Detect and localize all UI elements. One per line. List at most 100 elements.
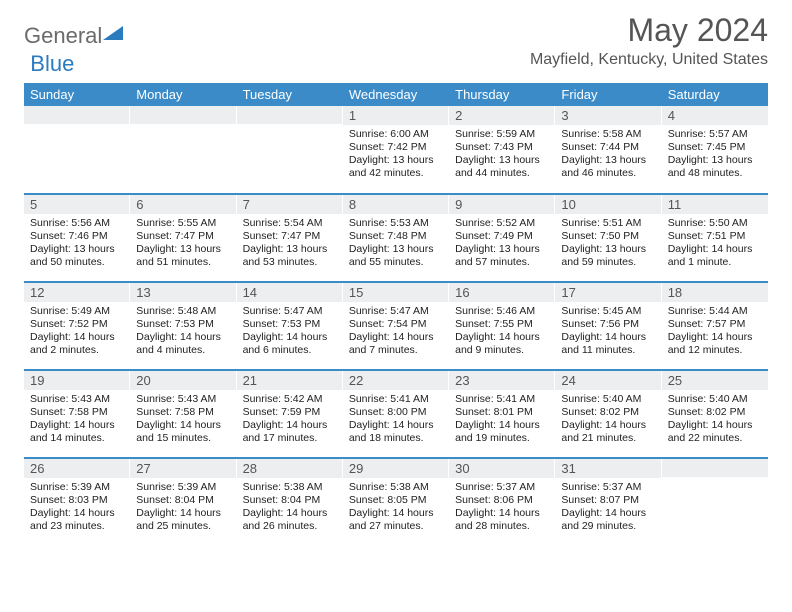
day-details: Sunrise: 5:50 AMSunset: 7:51 PMDaylight:… [662,214,768,274]
calendar-cell: 31Sunrise: 5:37 AMSunset: 8:07 PMDayligh… [555,458,661,546]
day-number [237,106,343,124]
daylight-text: Daylight: 14 hours and 26 minutes. [243,507,337,533]
sunrise-text: Sunrise: 5:47 AM [349,305,443,318]
calendar-cell: 19Sunrise: 5:43 AMSunset: 7:58 PMDayligh… [24,370,130,458]
sunset-text: Sunset: 7:45 PM [668,141,762,154]
daylight-text: Daylight: 14 hours and 4 minutes. [136,331,230,357]
weekday-header: Monday [130,83,236,106]
title-block: May 2024 Mayfield, Kentucky, United Stat… [530,12,768,69]
calendar-cell: 2Sunrise: 5:59 AMSunset: 7:43 PMDaylight… [449,106,555,194]
day-details: Sunrise: 5:41 AMSunset: 8:00 PMDaylight:… [343,390,449,450]
calendar-cell: 26Sunrise: 5:39 AMSunset: 8:03 PMDayligh… [24,458,130,546]
day-details: Sunrise: 5:57 AMSunset: 7:45 PMDaylight:… [662,125,768,185]
day-number: 4 [662,106,768,125]
title-location: Mayfield, Kentucky, United States [530,51,768,69]
day-number: 11 [662,195,768,214]
daylight-text: Daylight: 14 hours and 17 minutes. [243,419,337,445]
sunset-text: Sunset: 7:56 PM [561,318,655,331]
calendar-cell: 17Sunrise: 5:45 AMSunset: 7:56 PMDayligh… [555,282,661,370]
sunrise-text: Sunrise: 5:48 AM [136,305,230,318]
sunrise-text: Sunrise: 5:49 AM [30,305,124,318]
calendar-cell: 11Sunrise: 5:50 AMSunset: 7:51 PMDayligh… [662,194,768,282]
day-number: 20 [130,371,236,390]
daylight-text: Daylight: 13 hours and 59 minutes. [561,243,655,269]
day-number: 31 [555,459,661,478]
sunset-text: Sunset: 8:01 PM [455,406,549,419]
sunrise-text: Sunrise: 5:50 AM [668,217,762,230]
calendar-cell: 24Sunrise: 5:40 AMSunset: 8:02 PMDayligh… [555,370,661,458]
calendar-cell: 30Sunrise: 5:37 AMSunset: 8:06 PMDayligh… [449,458,555,546]
daylight-text: Daylight: 14 hours and 21 minutes. [561,419,655,445]
sunset-text: Sunset: 7:46 PM [30,230,124,243]
day-number: 25 [662,371,768,390]
calendar-cell: 8Sunrise: 5:53 AMSunset: 7:48 PMDaylight… [343,194,449,282]
day-number: 23 [449,371,555,390]
sunrise-text: Sunrise: 5:41 AM [349,393,443,406]
day-details: Sunrise: 5:55 AMSunset: 7:47 PMDaylight:… [130,214,236,274]
daylight-text: Daylight: 13 hours and 44 minutes. [455,154,549,180]
day-number: 3 [555,106,661,125]
sunrise-text: Sunrise: 5:40 AM [561,393,655,406]
day-number: 13 [130,283,236,302]
sunrise-text: Sunrise: 5:52 AM [455,217,549,230]
daylight-text: Daylight: 14 hours and 14 minutes. [30,419,124,445]
day-number: 26 [24,459,130,478]
sunset-text: Sunset: 7:51 PM [668,230,762,243]
sunset-text: Sunset: 7:59 PM [243,406,337,419]
sunrise-text: Sunrise: 5:37 AM [561,481,655,494]
sunset-text: Sunset: 7:55 PM [455,318,549,331]
day-details: Sunrise: 5:51 AMSunset: 7:50 PMDaylight:… [555,214,661,274]
day-details: Sunrise: 5:38 AMSunset: 8:05 PMDaylight:… [343,478,449,538]
day-number: 29 [343,459,449,478]
day-number: 19 [24,371,130,390]
calendar-cell: 28Sunrise: 5:38 AMSunset: 8:04 PMDayligh… [237,458,343,546]
calendar-cell: 7Sunrise: 5:54 AMSunset: 7:47 PMDaylight… [237,194,343,282]
calendar-head: Sunday Monday Tuesday Wednesday Thursday… [24,83,768,106]
weekday-header: Tuesday [237,83,343,106]
calendar-cell: 23Sunrise: 5:41 AMSunset: 8:01 PMDayligh… [449,370,555,458]
calendar-cell: 4Sunrise: 5:57 AMSunset: 7:45 PMDaylight… [662,106,768,194]
sunset-text: Sunset: 7:52 PM [30,318,124,331]
day-number: 17 [555,283,661,302]
daylight-text: Daylight: 14 hours and 19 minutes. [455,419,549,445]
day-details: Sunrise: 6:00 AMSunset: 7:42 PMDaylight:… [343,125,449,185]
weekday-header: Friday [555,83,661,106]
daylight-text: Daylight: 14 hours and 22 minutes. [668,419,762,445]
calendar-row: 19Sunrise: 5:43 AMSunset: 7:58 PMDayligh… [24,370,768,458]
day-details: Sunrise: 5:41 AMSunset: 8:01 PMDaylight:… [449,390,555,450]
daylight-text: Daylight: 14 hours and 25 minutes. [136,507,230,533]
day-number: 8 [343,195,449,214]
day-number: 6 [130,195,236,214]
calendar-cell: 20Sunrise: 5:43 AMSunset: 7:58 PMDayligh… [130,370,236,458]
day-number: 14 [237,283,343,302]
logo-text-blue: Blue [30,51,74,77]
day-details: Sunrise: 5:45 AMSunset: 7:56 PMDaylight:… [555,302,661,362]
calendar-cell: 5Sunrise: 5:56 AMSunset: 7:46 PMDaylight… [24,194,130,282]
daylight-text: Daylight: 13 hours and 46 minutes. [561,154,655,180]
day-number [662,459,768,477]
sunset-text: Sunset: 8:04 PM [136,494,230,507]
sunrise-text: Sunrise: 5:53 AM [349,217,443,230]
day-details: Sunrise: 5:39 AMSunset: 8:03 PMDaylight:… [24,478,130,538]
daylight-text: Daylight: 14 hours and 7 minutes. [349,331,443,357]
calendar-cell: 10Sunrise: 5:51 AMSunset: 7:50 PMDayligh… [555,194,661,282]
sunrise-text: Sunrise: 5:58 AM [561,128,655,141]
sunset-text: Sunset: 7:44 PM [561,141,655,154]
sunrise-text: Sunrise: 5:42 AM [243,393,337,406]
sunset-text: Sunset: 7:57 PM [668,318,762,331]
logo-triangle-icon [103,20,123,46]
sunrise-text: Sunrise: 5:43 AM [30,393,124,406]
day-number: 5 [24,195,130,214]
day-number: 18 [662,283,768,302]
day-number: 2 [449,106,555,125]
weekday-header: Saturday [662,83,768,106]
weekday-header: Sunday [24,83,130,106]
day-number: 10 [555,195,661,214]
day-number: 30 [449,459,555,478]
calendar-cell: 3 Sunrise: 5:58 AMSunset: 7:44 PMDaylight… [555,106,661,194]
calendar-cell: 16Sunrise: 5:46 AMSunset: 7:55 PMDayligh… [449,282,555,370]
day-details: Sunrise: 5:37 AMSunset: 8:07 PMDaylight:… [555,478,661,538]
calendar-row: 1Sunrise: 6:00 AMSunset: 7:42 PMDaylight… [24,106,768,194]
daylight-text: Daylight: 14 hours and 28 minutes. [455,507,549,533]
sunset-text: Sunset: 7:49 PM [455,230,549,243]
